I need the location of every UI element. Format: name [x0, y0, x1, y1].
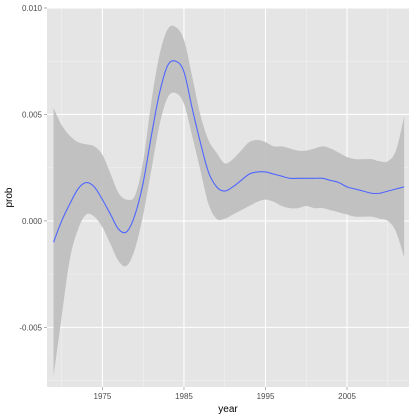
x-tick-label: 1995 [257, 392, 275, 401]
y-tick-label: 0.005 [22, 110, 43, 119]
y-tick-label: -0.005 [19, 323, 42, 332]
y-tick-label: 0.010 [22, 4, 43, 13]
x-tick-label: 2005 [338, 392, 356, 401]
x-tick-label: 1975 [94, 392, 112, 401]
smooth-line [53, 60, 405, 243]
y-axis-title: prob [4, 187, 15, 207]
y-axis-ticks: -0.005 0.000 0.005 0.010 [19, 4, 47, 332]
x-axis-title: year [218, 404, 238, 415]
x-tick-label: 1985 [175, 392, 193, 401]
confidence-ribbon [53, 25, 405, 377]
x-axis-ticks: 1975 1985 1995 2005 [94, 387, 356, 401]
y-tick-label: 0.000 [22, 217, 43, 226]
